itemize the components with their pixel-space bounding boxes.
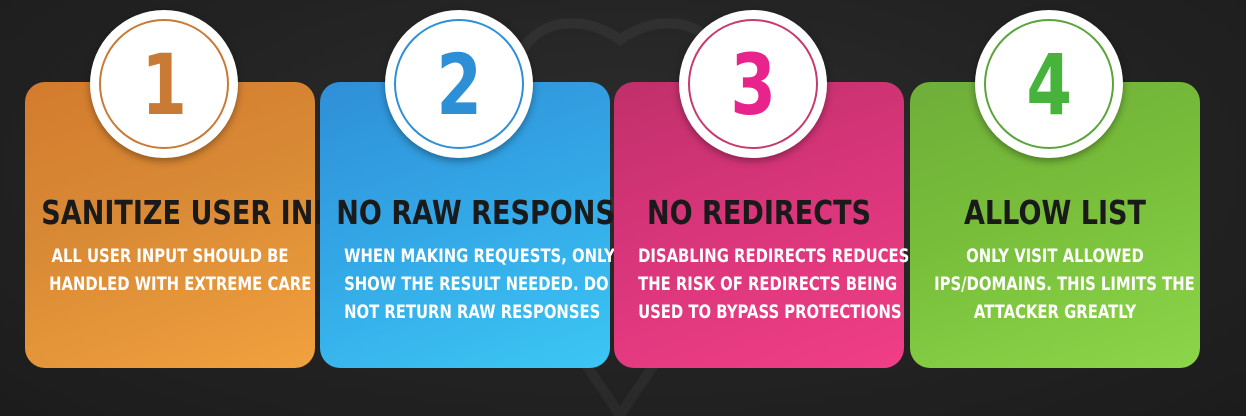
badge-ring: 1 (99, 19, 229, 149)
step-number: 1 (141, 36, 187, 134)
step-description-line: NOT RETURN RAW RESPONSES (344, 301, 601, 323)
step-description-line: WHEN MAKING REQUESTS, ONLY (344, 245, 615, 267)
step-card-4: ALLOW LIST ONLY VISIT ALLOWED IPS/DOMAIN… (910, 82, 1200, 368)
step-number: 2 (436, 36, 482, 134)
step-title: NO RAW RESPONSES (336, 193, 653, 232)
step-description: WHEN MAKING REQUESTS, ONLY SHOW THE RESU… (344, 242, 615, 326)
step-number-badge-3: 3 (679, 10, 827, 158)
step-number-badge-2: 2 (385, 10, 533, 158)
step-description-line: ATTACKER GREATLY (973, 301, 1137, 323)
step-description: ONLY VISIT ALLOWED IPS/DOMAINS. THIS LIM… (934, 242, 1195, 326)
step-description-line: THE RISK OF REDIRECTS BEING (638, 273, 898, 295)
step-description: ALL USER INPUT SHOULD BE HANDLED WITH EX… (49, 242, 312, 298)
step-number-badge-4: 4 (975, 10, 1123, 158)
step-title: SANITIZE USER INPUT (41, 193, 374, 232)
step-description-line: DISABLING REDIRECTS REDUCES (638, 245, 910, 267)
badge-ring: 4 (984, 19, 1114, 149)
step-description-line: IPS/DOMAINS. THIS LIMITS THE (934, 273, 1195, 295)
step-title: NO REDIRECTS (646, 193, 872, 232)
step-number-badge-1: 1 (90, 10, 238, 158)
badge-ring: 3 (688, 19, 818, 149)
step-description-line: ONLY VISIT ALLOWED (966, 245, 1144, 267)
step-description-line: SHOW THE RESULT NEEDED. DO (344, 273, 609, 295)
step-description-line: ALL USER INPUT SHOULD BE (51, 245, 289, 267)
badge-ring: 2 (394, 19, 524, 149)
step-description-line: HANDLED WITH EXTREME CARE (49, 273, 312, 295)
step-number: 4 (1026, 36, 1072, 134)
step-number: 3 (730, 36, 776, 134)
step-description-line: USED TO BYPASS PROTECTIONS (638, 301, 902, 323)
step-description: DISABLING REDIRECTS REDUCES THE RISK OF … (638, 242, 910, 326)
step-title: ALLOW LIST (963, 193, 1146, 232)
